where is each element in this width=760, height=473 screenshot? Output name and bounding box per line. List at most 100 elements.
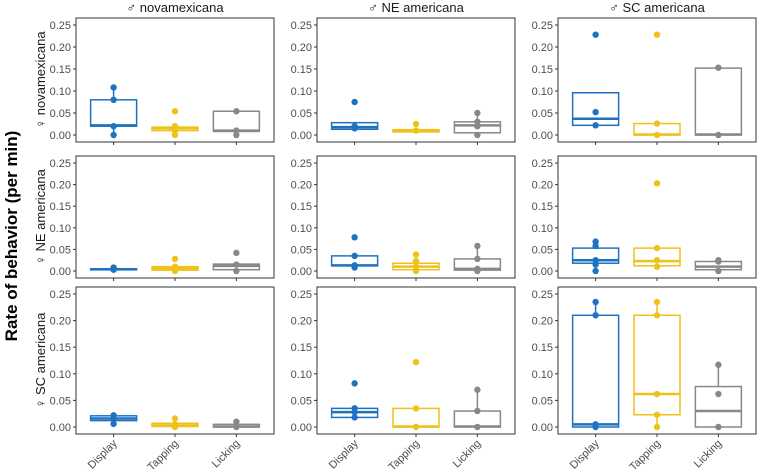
y-tick-label: 0.10 — [291, 223, 312, 235]
data-point — [412, 120, 420, 128]
data-point — [715, 423, 722, 431]
data-point — [653, 423, 661, 431]
data-point — [474, 386, 481, 393]
y-tick-label: 0.00 — [50, 266, 71, 278]
data-point — [412, 358, 420, 366]
data-point — [351, 414, 358, 421]
y-tick-label: 0.15 — [50, 64, 71, 76]
y-tick-label: 0.25 — [532, 289, 553, 301]
y-tick-label: 0.25 — [50, 158, 71, 170]
data-point — [351, 123, 358, 130]
data-point — [233, 127, 240, 134]
data-point — [474, 423, 481, 431]
y-tick-label: 0.00 — [50, 130, 71, 142]
y-tick-label: 0.10 — [532, 223, 553, 235]
data-point — [653, 180, 661, 187]
data-point — [171, 421, 179, 428]
column-strip-label: ♂ SC americana — [609, 0, 705, 15]
data-point — [110, 84, 117, 91]
data-point — [412, 251, 420, 258]
row-strip-label: ♀ NE americana — [33, 168, 48, 264]
data-point — [110, 96, 117, 104]
data-point — [171, 255, 179, 263]
data-point — [412, 405, 420, 412]
data-point — [592, 257, 599, 264]
y-tick-label: 0.10 — [50, 223, 71, 235]
y-tick-label: 0.20 — [50, 42, 71, 54]
y-tick-label: 0.10 — [291, 86, 312, 98]
data-point — [653, 31, 661, 38]
column-strip-label: ♂ NE americana — [368, 0, 464, 15]
data-point — [592, 108, 599, 116]
data-point — [233, 423, 240, 431]
x-tick-label: Licking — [451, 438, 484, 471]
data-point — [110, 264, 117, 271]
x-tick-label: Tapping — [627, 438, 663, 473]
data-point — [412, 423, 420, 431]
data-point — [171, 263, 179, 270]
y-tick-label: 0.15 — [532, 342, 553, 354]
y-tick-label: 0.10 — [532, 86, 553, 98]
x-tick-label: Licking — [210, 438, 243, 471]
y-tick-label: 0.20 — [532, 42, 553, 54]
y-tick-label: 0.00 — [291, 130, 312, 142]
y-tick-label: 0.15 — [291, 64, 312, 76]
data-point — [715, 390, 722, 398]
y-tick-label: 0.25 — [50, 289, 71, 301]
y-tick-label: 0.05 — [291, 108, 312, 120]
x-tick-label: Display — [327, 437, 361, 471]
y-tick-label: 0.05 — [50, 108, 71, 120]
y-tick-label: 0.10 — [50, 369, 71, 381]
data-point — [474, 131, 481, 139]
data-point — [653, 390, 661, 398]
data-point — [351, 262, 358, 269]
data-point — [592, 122, 599, 129]
data-point — [592, 421, 599, 428]
data-point — [474, 123, 481, 130]
data-point — [474, 255, 481, 263]
data-point — [592, 312, 599, 319]
data-point — [715, 131, 722, 139]
data-point — [715, 257, 722, 264]
box-display — [571, 314, 620, 428]
data-point — [233, 131, 240, 139]
y-tick-label: 0.20 — [291, 180, 312, 192]
data-point — [592, 31, 599, 38]
y-tick-label: 0.15 — [50, 201, 71, 213]
x-tick-label: Display — [568, 437, 602, 471]
data-point — [351, 98, 358, 106]
data-point — [110, 123, 117, 130]
data-point — [412, 257, 420, 265]
data-point — [653, 131, 661, 139]
y-tick-label: 0.25 — [532, 158, 553, 170]
data-point — [233, 108, 240, 115]
data-point — [592, 298, 599, 306]
data-point — [412, 263, 420, 270]
data-point — [474, 265, 481, 273]
y-tick-label: 0.20 — [291, 42, 312, 54]
data-point — [653, 244, 661, 252]
y-tick-label: 0.15 — [532, 64, 553, 76]
data-point — [351, 380, 358, 387]
y-tick-label: 0.00 — [532, 266, 553, 278]
data-point — [171, 108, 179, 115]
data-point — [715, 361, 722, 368]
panel-frame — [75, 286, 275, 435]
data-point — [474, 242, 481, 250]
x-tick-label: Licking — [692, 438, 725, 471]
y-tick-label: 0.20 — [50, 316, 71, 328]
box-licking — [694, 67, 743, 136]
data-point — [412, 127, 420, 134]
data-point — [715, 64, 722, 71]
y-tick-label: 0.10 — [291, 369, 312, 381]
y-tick-label: 0.00 — [291, 266, 312, 278]
y-axis-label: Rate of behavior (per min) — [2, 131, 21, 342]
y-tick-label: 0.20 — [291, 316, 312, 328]
column-strip-label: ♂ novamexicana — [126, 0, 224, 15]
y-tick-label: 0.20 — [532, 316, 553, 328]
data-point — [110, 412, 117, 419]
y-tick-label: 0.25 — [291, 20, 312, 32]
y-tick-label: 0.05 — [532, 395, 553, 407]
row-strip-label: ♀ novamexicana — [33, 31, 48, 129]
y-tick-label: 0.00 — [50, 422, 71, 434]
